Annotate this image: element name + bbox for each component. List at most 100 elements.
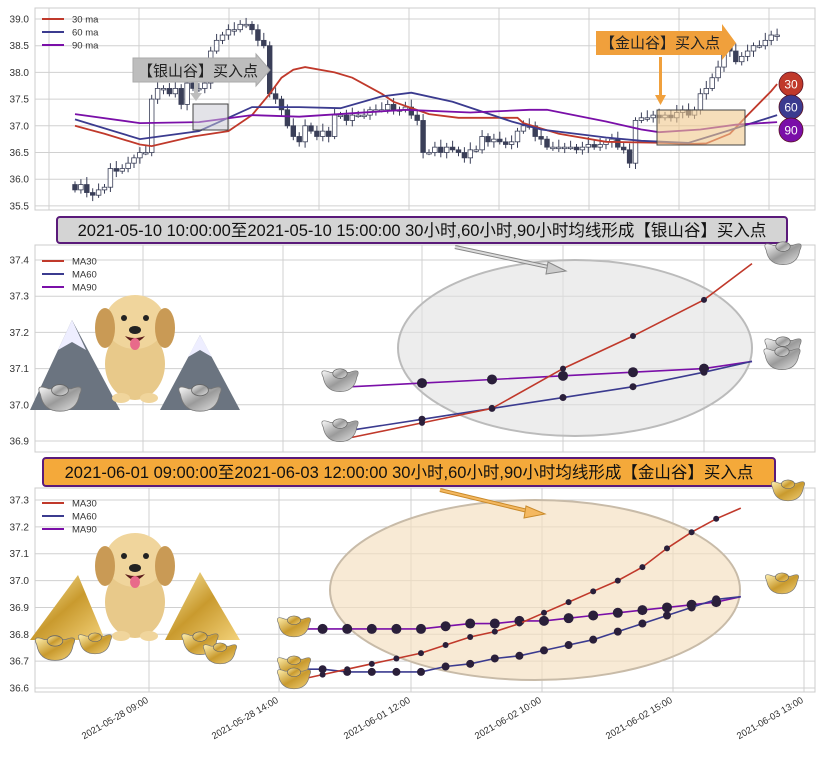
dog-nose [129,564,141,572]
data-point-MA60 [629,383,637,391]
legend-label: 30 ma [72,15,99,26]
y-tick-label: 36.9 [10,437,30,448]
data-point-MA30 [713,515,720,522]
ingot-body [277,669,311,690]
candle [84,184,90,193]
data-point-MA90 [662,602,672,613]
candle [384,104,391,111]
candle [113,168,119,172]
data-point-MA30 [489,405,495,412]
legend-label: 60 ma [72,28,99,39]
ingot-body [203,644,237,665]
candle [131,157,137,164]
y-tick-label: 37.1 [10,549,30,560]
dog-illustration [95,295,175,403]
ingot-body [765,574,799,595]
middle-silver-valley-panel: 36.9 37.0 37.1 37.2 37.3 37.4 MA30 MA60 MA90 2021… [10,216,816,453]
ingot-top [332,368,348,379]
gold-valley-label-arrow [596,24,736,60]
data-point-MA90 [342,623,353,634]
candle [562,146,568,150]
dog-head [105,533,165,587]
y-tick-label: 37.2 [10,328,30,339]
ingot-top [192,631,208,642]
data-point-MA30 [565,599,572,606]
y-tick-label: 37.1 [10,364,30,375]
candle [733,50,739,63]
legend-label: MA30 [72,499,97,510]
silver-ingot-icon [178,384,222,412]
pointer-arrow-head [523,505,547,519]
silver-valley-label: 【银山谷】买入点 [138,63,258,80]
ingot-body [321,420,359,442]
ingot-top [775,336,791,347]
y-tick-label: 37.0 [10,576,30,587]
candle [255,29,261,41]
dog-ear [95,546,115,586]
panel-title: 2021-06-01 09:00:00至2021-06-03 12:00:00 … [65,463,754,482]
candle [249,23,255,31]
candle [231,29,237,32]
candle [308,125,314,132]
gold-pyramid [30,575,105,640]
candle [184,82,190,105]
gold-down-arrow [655,57,666,105]
candle [172,88,178,95]
dog-paw [140,393,158,403]
data-point-MA90 [487,374,497,385]
candle [626,149,633,164]
mountain-snow [58,320,86,350]
candle [550,146,556,150]
data-point-MA30 [442,642,449,649]
candle [520,125,527,132]
ingot-body [34,637,76,661]
silver-valley-box [192,103,229,131]
data-point-MA90 [612,607,623,618]
ingot-top [51,384,69,397]
candle [160,88,167,91]
legend-label: 90 ma [72,41,99,52]
ingot-top [88,632,102,643]
x-tick-label: 2021-05-28 14:00 [210,695,280,742]
dog-paw [112,393,130,403]
pointer-arrow-shaft-inner [439,489,533,513]
candle [544,138,550,148]
dog-head [105,295,165,349]
data-point-MA90 [440,621,451,632]
candle [213,39,220,52]
candle [615,138,621,148]
gold-ingot-icon [34,635,76,661]
pointer-arrow-shaft-inner [454,246,554,269]
candle [756,45,763,48]
candle [556,146,562,150]
ingot-top [775,572,789,583]
silver-down-arrow [190,82,202,101]
data-point-MA60 [700,368,708,376]
data-point-MA90 [317,623,328,634]
candle [644,117,650,120]
y-tick-label: 37.0 [10,400,30,411]
ingot-top [287,615,301,626]
ingot-top [774,346,790,357]
data-point-MA60 [466,659,475,668]
candle [243,23,249,27]
candle [650,114,656,119]
ingot-top [287,667,301,678]
data-point-MA30 [516,620,523,627]
candle [768,34,774,41]
data-point-MA90 [558,370,568,381]
candle [420,120,426,153]
data-point-MA90 [366,623,377,634]
candle [261,39,267,47]
data-point-MA90 [637,605,648,616]
candle [432,146,438,153]
data-point-MA60 [559,394,567,402]
x-tick-label: 2021-06-02 10:00 [473,695,543,742]
y-tick-label: 37.5 [10,95,30,106]
ingot-body [763,348,801,370]
data-point-MA90 [628,367,638,378]
ingot-top [191,384,209,397]
candle [119,168,125,172]
candle [331,114,338,137]
data-point-MA60 [589,635,598,644]
